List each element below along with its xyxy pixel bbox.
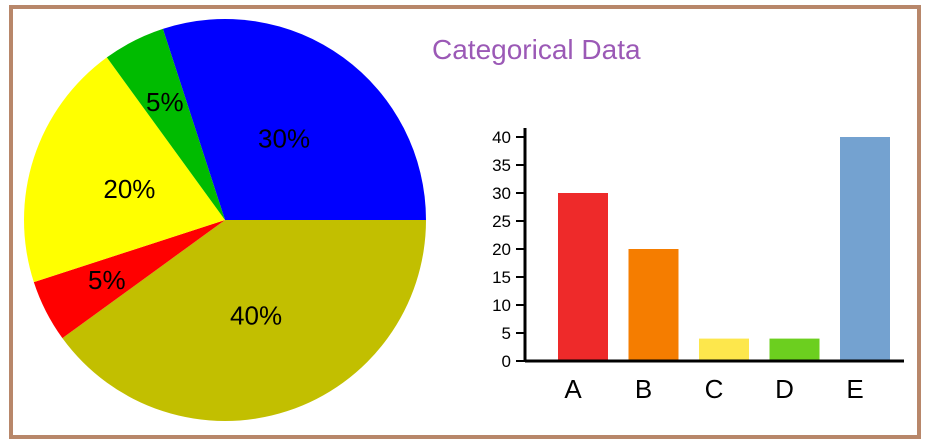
x-tick-label: C bbox=[705, 374, 724, 404]
x-tick-label: D bbox=[775, 374, 794, 404]
pie-slice bbox=[33, 220, 225, 339]
y-tick-label: 20 bbox=[492, 240, 511, 259]
bar bbox=[699, 338, 749, 360]
bar bbox=[558, 193, 608, 360]
y-tick-label: 0 bbox=[502, 352, 511, 371]
y-tick-label: 35 bbox=[492, 156, 511, 175]
x-tick-label: B bbox=[635, 374, 652, 404]
chart-frame bbox=[9, 5, 921, 439]
pie-slice bbox=[106, 28, 225, 220]
y-tick-label: 10 bbox=[492, 296, 511, 315]
pie-slice-label: 20% bbox=[103, 174, 155, 204]
y-tick-label: 25 bbox=[492, 212, 511, 231]
y-tick-label: 30 bbox=[492, 184, 511, 203]
bar bbox=[840, 137, 890, 360]
chart-title: Categorical Data bbox=[432, 34, 641, 65]
x-tick-label: E bbox=[846, 374, 863, 404]
pie-slice-label: 5% bbox=[146, 87, 184, 117]
pie-slice bbox=[62, 220, 427, 421]
x-tick-label: A bbox=[564, 374, 582, 404]
pie-slice bbox=[23, 57, 225, 283]
bar bbox=[628, 249, 679, 360]
pie-slice bbox=[162, 19, 427, 221]
pie-slice-label: 5% bbox=[88, 265, 126, 295]
y-tick-label: 5 bbox=[502, 324, 511, 343]
pie-slice-label: 30% bbox=[258, 124, 310, 154]
pie-slice-label: 40% bbox=[230, 301, 282, 331]
y-tick-label: 15 bbox=[492, 268, 511, 287]
y-tick-label: 40 bbox=[492, 128, 511, 147]
bar bbox=[769, 338, 820, 360]
